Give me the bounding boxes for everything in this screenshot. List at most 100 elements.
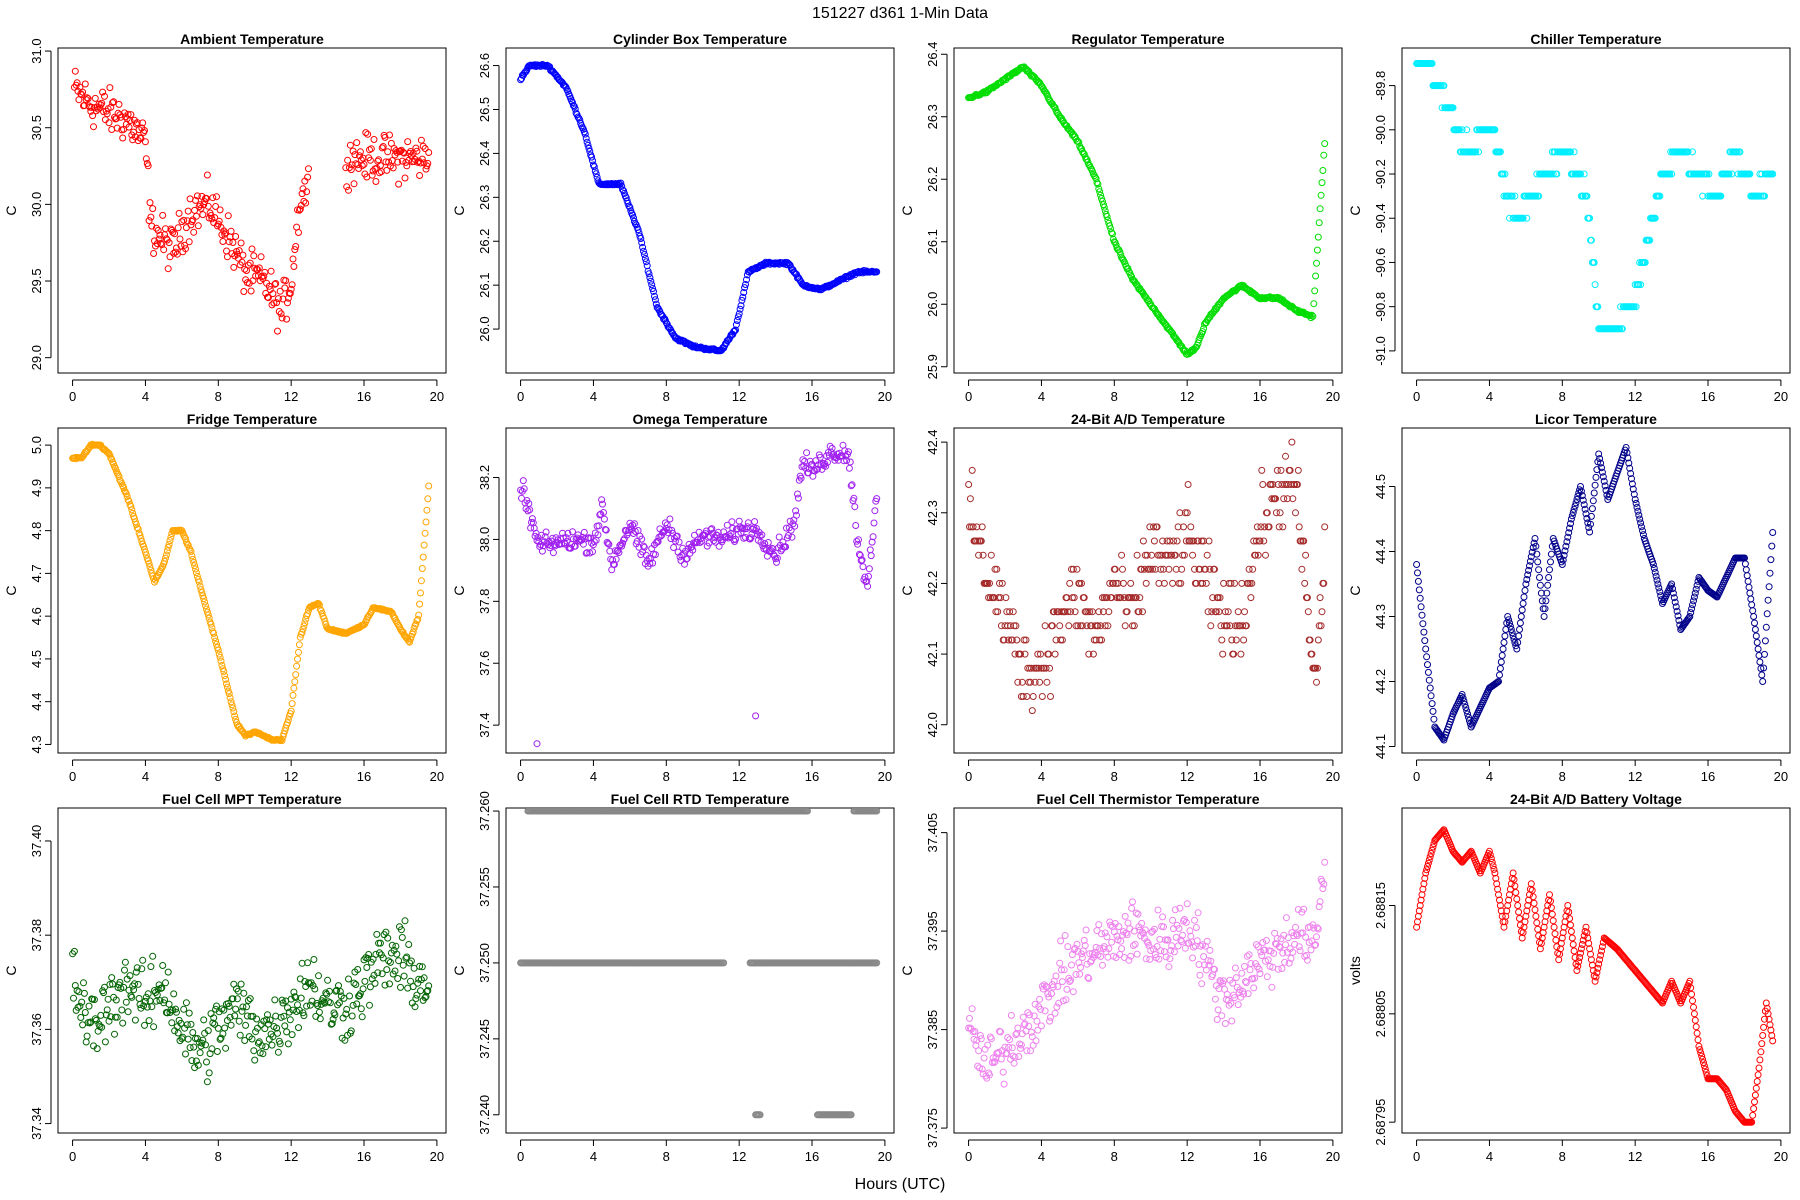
data-point bbox=[1541, 605, 1549, 613]
data-point bbox=[1588, 505, 1596, 513]
data-point bbox=[1008, 636, 1016, 644]
data-point bbox=[354, 966, 362, 973]
data-point bbox=[735, 310, 743, 318]
data-point bbox=[302, 199, 310, 207]
data-point bbox=[175, 209, 183, 217]
data-point bbox=[519, 477, 527, 485]
data-point bbox=[226, 1013, 234, 1021]
data-point bbox=[211, 214, 219, 222]
data-point bbox=[551, 542, 559, 550]
data-point bbox=[299, 625, 307, 633]
data-point bbox=[412, 144, 420, 152]
data-point bbox=[403, 953, 411, 961]
data-point bbox=[105, 119, 113, 127]
data-point bbox=[1566, 524, 1574, 532]
data-point bbox=[978, 89, 986, 97]
data-point bbox=[1026, 1011, 1034, 1019]
data-point bbox=[1109, 579, 1117, 587]
data-point bbox=[1310, 924, 1318, 932]
data-point bbox=[1213, 1016, 1221, 1023]
data-point bbox=[1277, 466, 1285, 474]
x-tick-label: 0 bbox=[69, 1149, 76, 1164]
data-point bbox=[422, 518, 430, 526]
data-point bbox=[150, 575, 158, 583]
data-point bbox=[1260, 537, 1268, 545]
data-point bbox=[663, 521, 671, 529]
data-point bbox=[1670, 594, 1678, 602]
data-point bbox=[640, 542, 647, 550]
data-point bbox=[1558, 561, 1566, 568]
data-point bbox=[810, 466, 818, 474]
data-point bbox=[291, 678, 299, 686]
data-point bbox=[1067, 976, 1075, 984]
x-tick-label: 12 bbox=[1180, 389, 1194, 404]
data-point bbox=[1061, 932, 1069, 939]
data-point bbox=[1071, 608, 1079, 616]
data-point bbox=[218, 1005, 226, 1013]
data-point bbox=[723, 521, 731, 529]
data-point bbox=[246, 259, 254, 267]
data-point bbox=[251, 1056, 259, 1064]
data-point bbox=[223, 683, 231, 691]
data-point bbox=[1521, 587, 1529, 594]
data-point bbox=[1104, 622, 1112, 630]
data-point bbox=[161, 996, 169, 1004]
data-point bbox=[1655, 584, 1663, 592]
data-point bbox=[625, 526, 633, 534]
data-point bbox=[751, 518, 759, 526]
data-point bbox=[1462, 704, 1470, 711]
data-point bbox=[102, 1011, 110, 1019]
data-point bbox=[1298, 565, 1306, 573]
data-point bbox=[138, 965, 146, 973]
data-point bbox=[773, 554, 781, 562]
data-point bbox=[1282, 914, 1290, 922]
data-point bbox=[1048, 990, 1055, 998]
data-point bbox=[376, 939, 384, 947]
data-point bbox=[183, 1021, 191, 1029]
data-point bbox=[740, 289, 748, 296]
chart-title: Fuel Cell MPT Temperature bbox=[162, 791, 342, 807]
data-point bbox=[1107, 921, 1115, 929]
data-point bbox=[200, 201, 208, 209]
data-point bbox=[145, 560, 153, 567]
data-point bbox=[526, 506, 534, 514]
data-point bbox=[358, 1013, 366, 1021]
data-point bbox=[1429, 707, 1437, 715]
data-point bbox=[1428, 60, 1436, 67]
data-point bbox=[191, 1064, 199, 1072]
y-tick-label: 42.0 bbox=[925, 712, 940, 737]
data-point bbox=[212, 203, 220, 210]
data-point bbox=[364, 130, 372, 138]
data-point bbox=[130, 128, 138, 136]
data-point bbox=[187, 1020, 195, 1028]
data-point bbox=[1307, 946, 1315, 954]
data-point bbox=[1251, 974, 1259, 982]
data-point bbox=[1132, 594, 1140, 602]
data-point bbox=[1042, 664, 1050, 672]
data-point bbox=[1015, 1053, 1023, 1060]
data-point bbox=[630, 520, 638, 528]
data-point bbox=[171, 230, 179, 238]
data-point bbox=[1017, 1041, 1025, 1049]
data-point bbox=[1428, 846, 1436, 854]
data-point bbox=[873, 959, 881, 967]
data-point bbox=[1103, 594, 1111, 602]
data-point bbox=[155, 235, 163, 243]
x-tick-label: 4 bbox=[142, 769, 149, 784]
data-point bbox=[865, 572, 872, 580]
data-point bbox=[425, 149, 433, 156]
data-point bbox=[1749, 607, 1757, 615]
data-point bbox=[797, 474, 805, 482]
data-point bbox=[1763, 610, 1771, 618]
data-point bbox=[331, 1011, 339, 1019]
data-point bbox=[1072, 971, 1080, 978]
data-point bbox=[643, 262, 651, 270]
data-point bbox=[997, 1055, 1005, 1063]
data-point bbox=[1069, 988, 1077, 996]
data-point bbox=[1511, 192, 1519, 200]
x-tick-label: 4 bbox=[1038, 1149, 1045, 1164]
data-point bbox=[1184, 481, 1192, 488]
data-point bbox=[1746, 170, 1754, 178]
data-point bbox=[1228, 636, 1236, 644]
data-point bbox=[391, 967, 399, 975]
